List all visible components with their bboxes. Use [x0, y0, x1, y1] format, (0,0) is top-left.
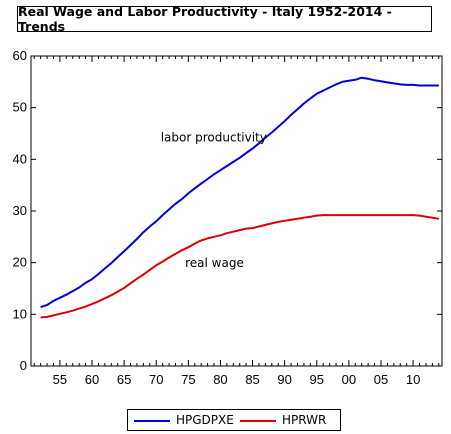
annotation-label: labor productivity: [161, 130, 267, 144]
plot-frame: [30, 55, 443, 367]
y-tick-label: 0: [20, 358, 27, 373]
plot-area: [30, 55, 443, 367]
series-line-hpgdpxe: [40, 76, 439, 309]
legend-label-hprwr: HPRWR: [282, 413, 327, 427]
x-tick-label: 00: [342, 372, 356, 387]
y-tick-label: 30: [13, 203, 27, 218]
x-tick-label: 70: [149, 372, 163, 387]
x-tick-label: 95: [310, 372, 324, 387]
annotation-label: real wage: [185, 256, 244, 270]
x-tick-label: 75: [181, 372, 195, 387]
series-line-hprwr: [40, 214, 439, 319]
x-tick-label: 10: [406, 372, 420, 387]
x-tick-label: 60: [85, 372, 99, 387]
legend-swatch-hpgdpxe: [134, 420, 170, 422]
annotation-layer: labor productivity real wage: [161, 130, 267, 270]
y-axis: 0 10 20 30 40 50 60: [13, 48, 442, 373]
x-tick-label: 55: [53, 372, 67, 387]
x-tick-label: 80: [213, 372, 227, 387]
y-tick-label: 20: [13, 255, 27, 270]
y-tick-label: 60: [13, 48, 27, 63]
y-tick-label: 40: [13, 151, 27, 166]
legend-swatch-hprwr: [240, 420, 276, 422]
x-tick-label: 85: [245, 372, 259, 387]
x-tick-label: 05: [374, 372, 388, 387]
x-tick-label: 90: [277, 372, 291, 387]
legend-label-hpgdpxe: HPGDPXE: [176, 413, 234, 427]
x-axis: 55 60 65 70 75 80 85 90 95 00 05 10: [33, 56, 440, 387]
legend: HPGDPXE HPRWR: [127, 409, 341, 431]
series-layer: [40, 76, 439, 319]
y-tick-label: 50: [13, 100, 27, 115]
chart-title: Real Wage and Labor Productivity - Italy…: [17, 4, 432, 34]
y-tick-label: 10: [13, 306, 27, 321]
x-tick-label: 65: [117, 372, 131, 387]
